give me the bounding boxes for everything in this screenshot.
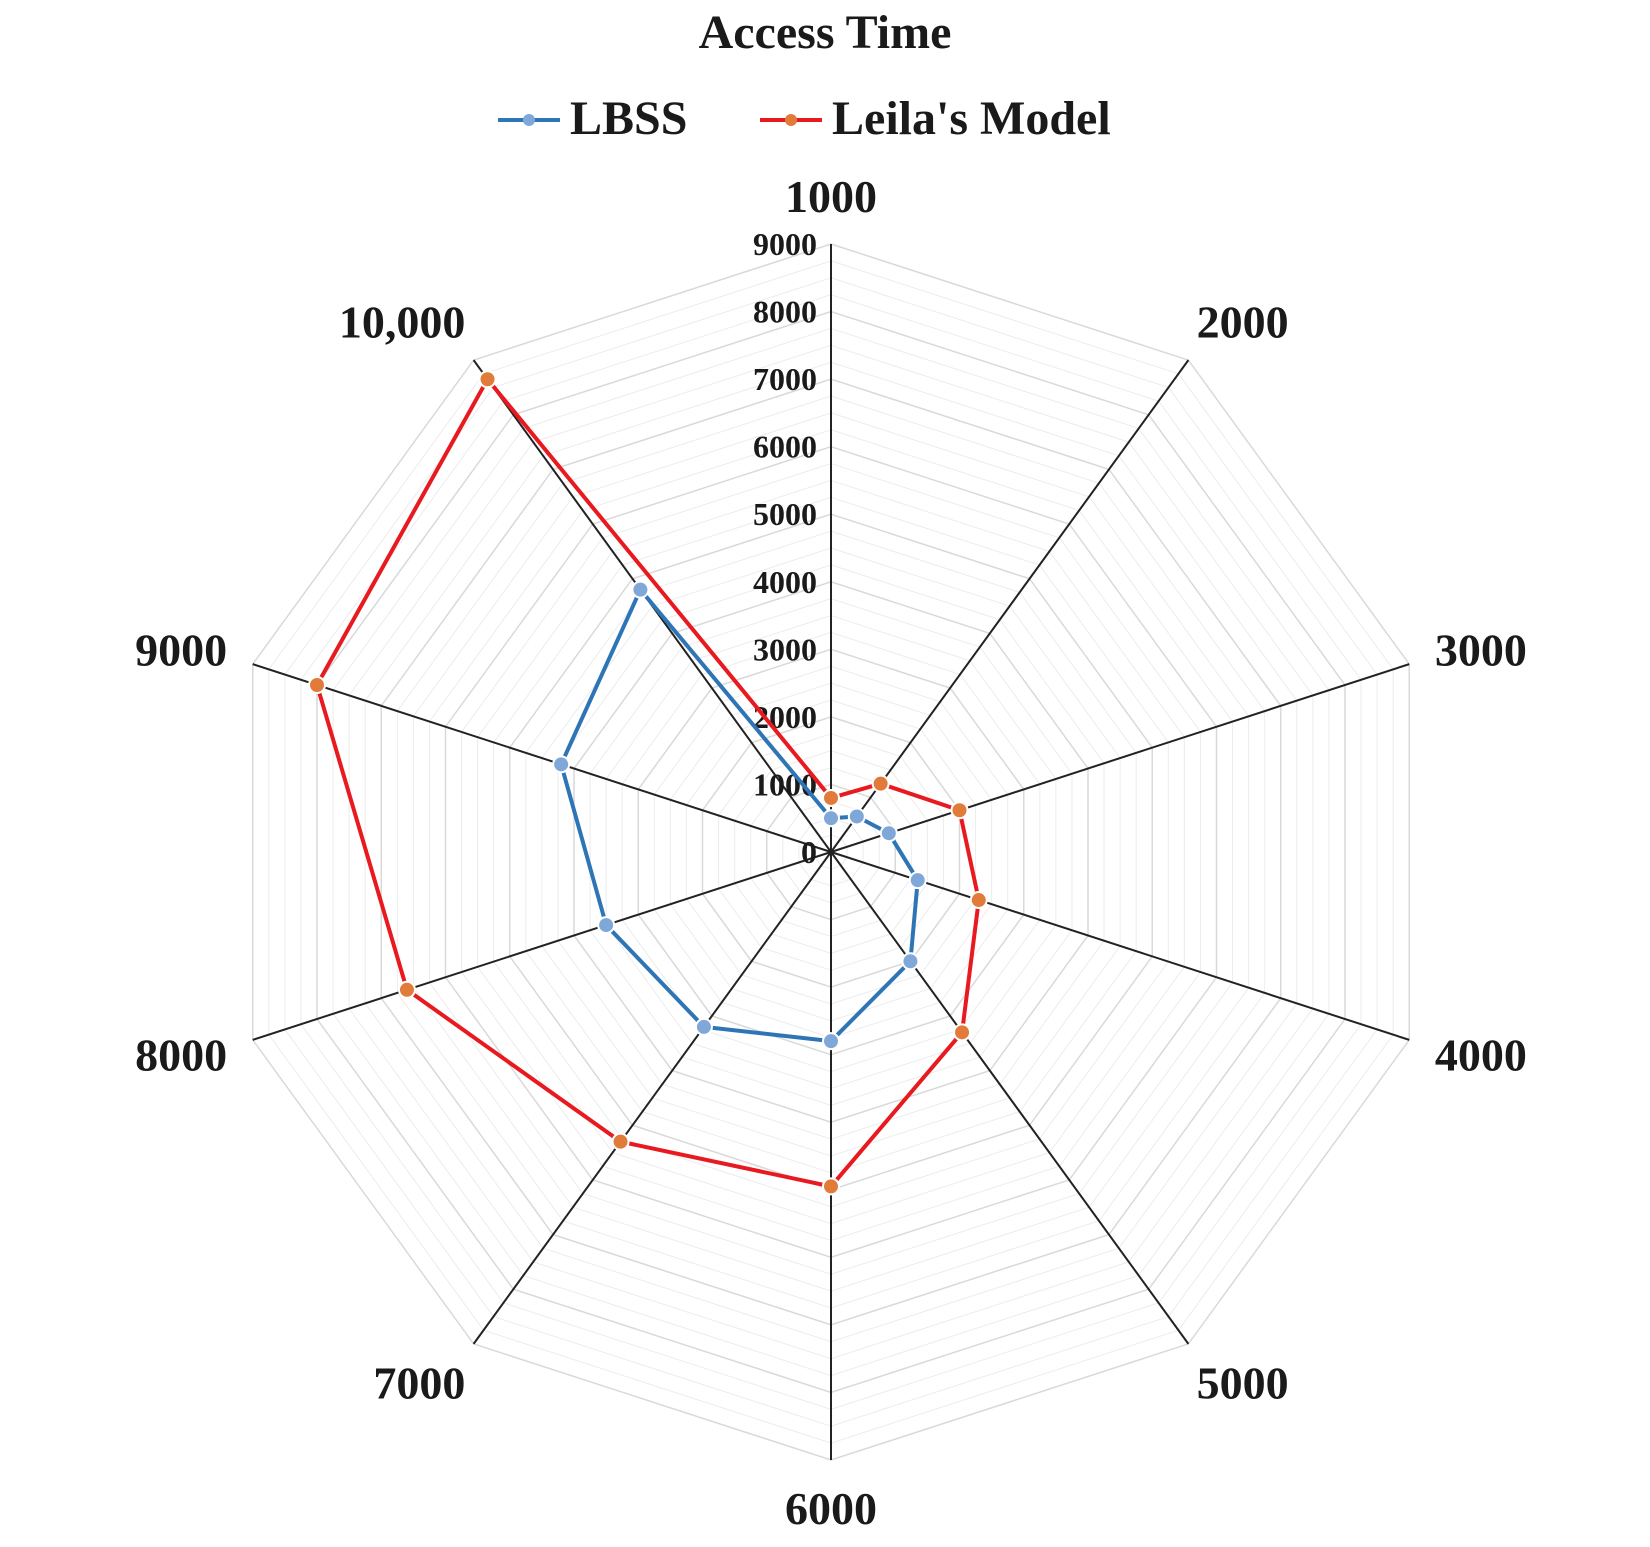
radar-spoke: [830, 851, 1410, 1041]
legend-item-leilas-model: Leila's Model: [760, 92, 1111, 145]
radial-tick-label: 8000: [753, 294, 817, 330]
category-label: 9000: [135, 624, 227, 675]
radar-spoke: [830, 359, 1190, 853]
radar-axes: [252, 244, 1410, 1460]
legend-marker-lbss: [523, 114, 535, 126]
data-point: [879, 824, 898, 843]
radar-spoke: [252, 663, 832, 853]
data-point: [611, 1132, 630, 1151]
data-point: [871, 774, 890, 793]
data-point: [478, 370, 497, 389]
category-label: 8000: [135, 1030, 227, 1081]
radial-tick-label: 5000: [753, 496, 817, 532]
category-label: 3000: [1435, 624, 1527, 675]
category-label: 6000: [785, 1483, 877, 1534]
radial-tick-label: 1000: [753, 766, 817, 802]
legend: LBSS Leila's Model: [498, 92, 1111, 145]
data-point: [908, 871, 927, 890]
series-1: [308, 370, 988, 1196]
data-point: [397, 980, 416, 999]
legend-label-leilas-model: Leila's Model: [832, 92, 1111, 145]
radar-spoke: [830, 663, 1410, 853]
data-point: [822, 788, 840, 807]
data-point: [597, 916, 616, 935]
category-label: 1000: [785, 171, 877, 222]
data-point: [901, 952, 920, 971]
radial-tick-label: 6000: [753, 429, 817, 465]
data-point: [308, 675, 327, 694]
data-point: [822, 809, 840, 828]
data-point: [969, 891, 988, 910]
category-label: 4000: [1435, 1030, 1527, 1081]
radar-spoke: [830, 851, 1190, 1345]
radial-tick-label: 9000: [753, 226, 817, 262]
category-labels: 1000 2000 3000 4000 5000 6000 7000 8000 9000 10,0…: [135, 171, 1527, 1534]
category-label: 7000: [373, 1358, 465, 1409]
data-point: [953, 1023, 972, 1042]
radial-tick-label: 7000: [753, 361, 817, 397]
radar-spoke: [472, 851, 832, 1345]
radial-tick-label: 3000: [753, 631, 817, 667]
data-point: [822, 1032, 840, 1051]
category-label: 10,000: [339, 296, 466, 347]
legend-item-lbss: LBSS: [498, 92, 687, 145]
category-label: 5000: [1197, 1358, 1289, 1409]
category-label: 2000: [1197, 296, 1289, 347]
radial-tick-label: 0: [801, 834, 817, 870]
data-point: [552, 755, 571, 774]
legend-label-lbss: LBSS: [570, 92, 687, 145]
legend-marker-leilas-model: [785, 114, 797, 126]
radar-spoke: [252, 851, 832, 1041]
data-point: [694, 1017, 713, 1036]
data-point: [631, 580, 650, 599]
series-0: [552, 580, 927, 1051]
data-series: [308, 370, 988, 1196]
data-point: [950, 801, 969, 820]
data-point: [822, 1177, 840, 1196]
data-point: [847, 807, 866, 826]
chart-title: Access Time: [699, 6, 952, 59]
radial-tick-label: 4000: [753, 564, 817, 600]
